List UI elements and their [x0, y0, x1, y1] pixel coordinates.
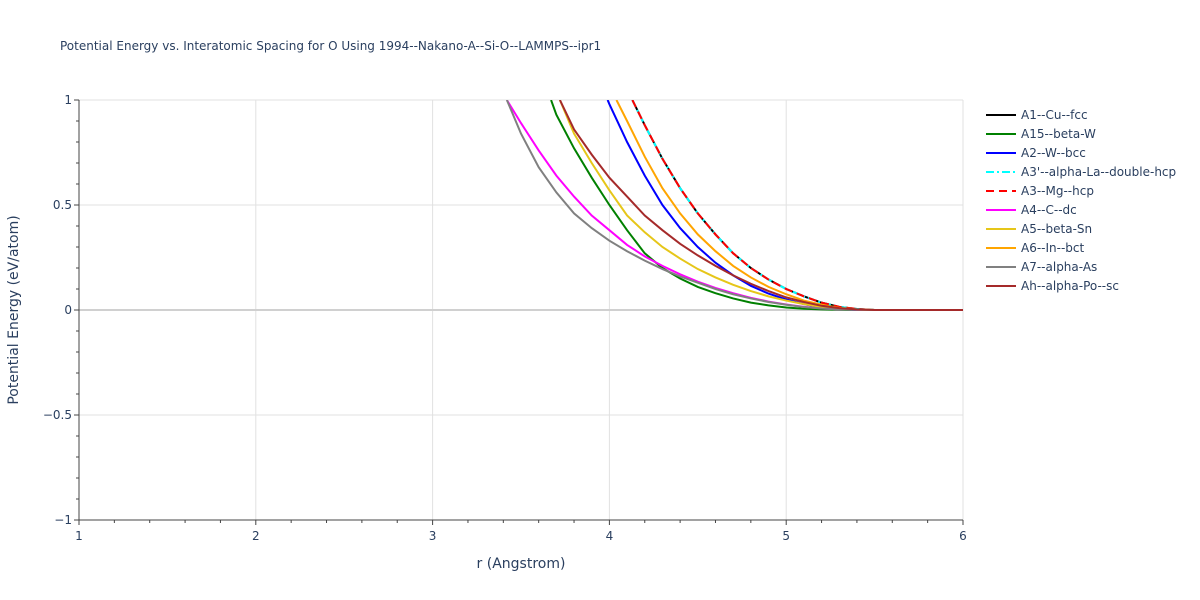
- legend-label: A7--alpha-As: [1021, 260, 1097, 274]
- legend-item[interactable]: A5--beta-Sn: [986, 222, 1092, 236]
- y-axis-title: Potential Energy (eV/atom): [6, 215, 22, 404]
- legend-label: A2--W--bcc: [1021, 146, 1086, 160]
- legend-label: A1--Cu--fcc: [1021, 108, 1088, 122]
- legend-item[interactable]: A7--alpha-As: [986, 260, 1097, 274]
- x-tick-label: 6: [959, 529, 967, 543]
- legend-item[interactable]: A1--Cu--fcc: [986, 108, 1088, 122]
- legend-item[interactable]: A2--W--bcc: [986, 146, 1086, 160]
- legend-label: A3'--alpha-La--double-hcp: [1021, 165, 1176, 179]
- x-tick-label: 1: [75, 529, 83, 543]
- x-tick-label: 5: [782, 529, 790, 543]
- legend-label: A6--In--bct: [1021, 241, 1085, 255]
- y-tick-label: −1: [54, 513, 72, 527]
- legend-item[interactable]: A15--beta-W: [986, 127, 1096, 141]
- x-tick-label: 2: [252, 529, 260, 543]
- legend-item[interactable]: A6--In--bct: [986, 241, 1085, 255]
- legend-item[interactable]: Ah--alpha-Po--sc: [986, 279, 1119, 293]
- legend-label: A5--beta-Sn: [1021, 222, 1092, 236]
- y-tick-label: −0.5: [43, 408, 72, 422]
- series-line-Ah--alpha-Po--sc: [558, 100, 963, 311]
- y-tick-label: 0: [64, 303, 72, 317]
- series-lines: [505, 100, 963, 311]
- legend-item[interactable]: A3'--alpha-La--double-hcp: [986, 165, 1176, 179]
- x-axis-title: r (Angstrom): [477, 556, 566, 572]
- chart-title: Potential Energy vs. Interatomic Spacing…: [60, 39, 601, 53]
- y-tick-label: 1: [64, 93, 72, 107]
- legend-item[interactable]: A3--Mg--hcp: [986, 184, 1094, 198]
- y-axis-ticks: −1 −0.5 0 0.5 1: [43, 93, 79, 527]
- legend-label: Ah--alpha-Po--sc: [1021, 279, 1119, 293]
- y-tick-label: 0.5: [53, 198, 72, 212]
- legend: A1--Cu--fcc A15--beta-W A2--W--bcc A3'--alp…: [986, 108, 1176, 293]
- series-line-A7--alpha-As: [505, 100, 963, 311]
- legend-label: A15--beta-W: [1021, 127, 1096, 141]
- legend-item[interactable]: A4--C--dc: [986, 203, 1077, 217]
- x-tick-label: 4: [606, 529, 614, 543]
- legend-label: A4--C--dc: [1021, 203, 1077, 217]
- legend-label: A3--Mg--hcp: [1021, 184, 1094, 198]
- x-axis-ticks: 1 2 3 4 5 6: [75, 520, 967, 543]
- x-tick-label: 3: [429, 529, 437, 543]
